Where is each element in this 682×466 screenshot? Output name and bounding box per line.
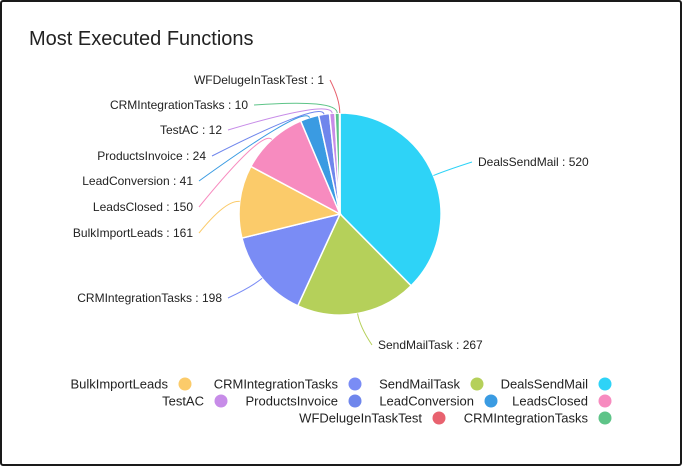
connector-line-8 [253, 102, 338, 114]
slice-label-9: WFDelugeInTaskTest : 1 [194, 73, 324, 87]
legend-label-0: BulkImportLeads [70, 377, 168, 392]
connector-line-2 [227, 277, 263, 299]
slice-label-0: DealsSendMail : 520 [478, 155, 589, 169]
legend-marker-7[interactable] [598, 394, 612, 408]
legend-marker-8[interactable] [432, 411, 446, 425]
legend-marker-1[interactable] [348, 377, 362, 391]
legend-label-1: CRMIntegrationTasks [214, 377, 339, 392]
slice-label-7: TestAC : 12 [160, 123, 222, 137]
legend-marker-2[interactable] [470, 377, 484, 391]
connector-line-9 [329, 79, 341, 114]
slice-label-1: SendMailTask : 267 [378, 338, 483, 352]
legend-marker-3[interactable] [598, 377, 612, 391]
legend-label-8: WFDelugeInTaskTest [299, 411, 422, 426]
legend-marker-0[interactable] [178, 377, 192, 391]
pie-slice-dealssendmail-0[interactable] [339, 112, 442, 287]
slice-label-3: BulkImportLeads : 161 [73, 226, 193, 240]
connector-line-5 [198, 115, 311, 182]
legend-label-3: DealsSendMail [501, 377, 589, 392]
pie-slice-leadsclosed-4[interactable] [249, 119, 342, 216]
slice-label-8: CRMIntegrationTasks : 10 [110, 98, 248, 112]
connector-line-1 [357, 313, 373, 346]
connector-line-7 [227, 108, 333, 131]
connector-line-6 [211, 111, 325, 157]
legend-marker-9[interactable] [598, 411, 612, 425]
connector-line-0 [433, 161, 473, 177]
connector-line-3 [198, 200, 240, 234]
connector-line-4 [198, 137, 273, 208]
slice-label-2: CRMIntegrationTasks : 198 [77, 291, 222, 305]
pie-slice-crmintegrationtasks-2[interactable] [241, 212, 342, 307]
legend-label-2: SendMailTask [379, 377, 460, 392]
pie-slice-sendmailtask-1[interactable] [296, 212, 413, 316]
legend-label-7: LeadsClosed [512, 394, 588, 409]
legend-label-5: ProductsInvoice [246, 394, 339, 409]
legend-label-9: CRMIntegrationTasks [464, 411, 589, 426]
legend-label-6: LeadConversion [379, 394, 474, 409]
legend-label-4: TestAC [162, 394, 204, 409]
slice-label-5: LeadConversion : 41 [82, 174, 193, 188]
chart-title: Most Executed Functions [29, 28, 254, 50]
slice-label-4: LeadsClosed : 150 [93, 200, 193, 214]
legend-marker-5[interactable] [348, 394, 362, 408]
pie-slice-bulkimportleads-3[interactable] [238, 165, 343, 239]
slice-label-6: ProductsInvoice : 24 [97, 149, 206, 163]
legend-marker-4[interactable] [214, 394, 228, 408]
legend-marker-6[interactable] [484, 394, 498, 408]
